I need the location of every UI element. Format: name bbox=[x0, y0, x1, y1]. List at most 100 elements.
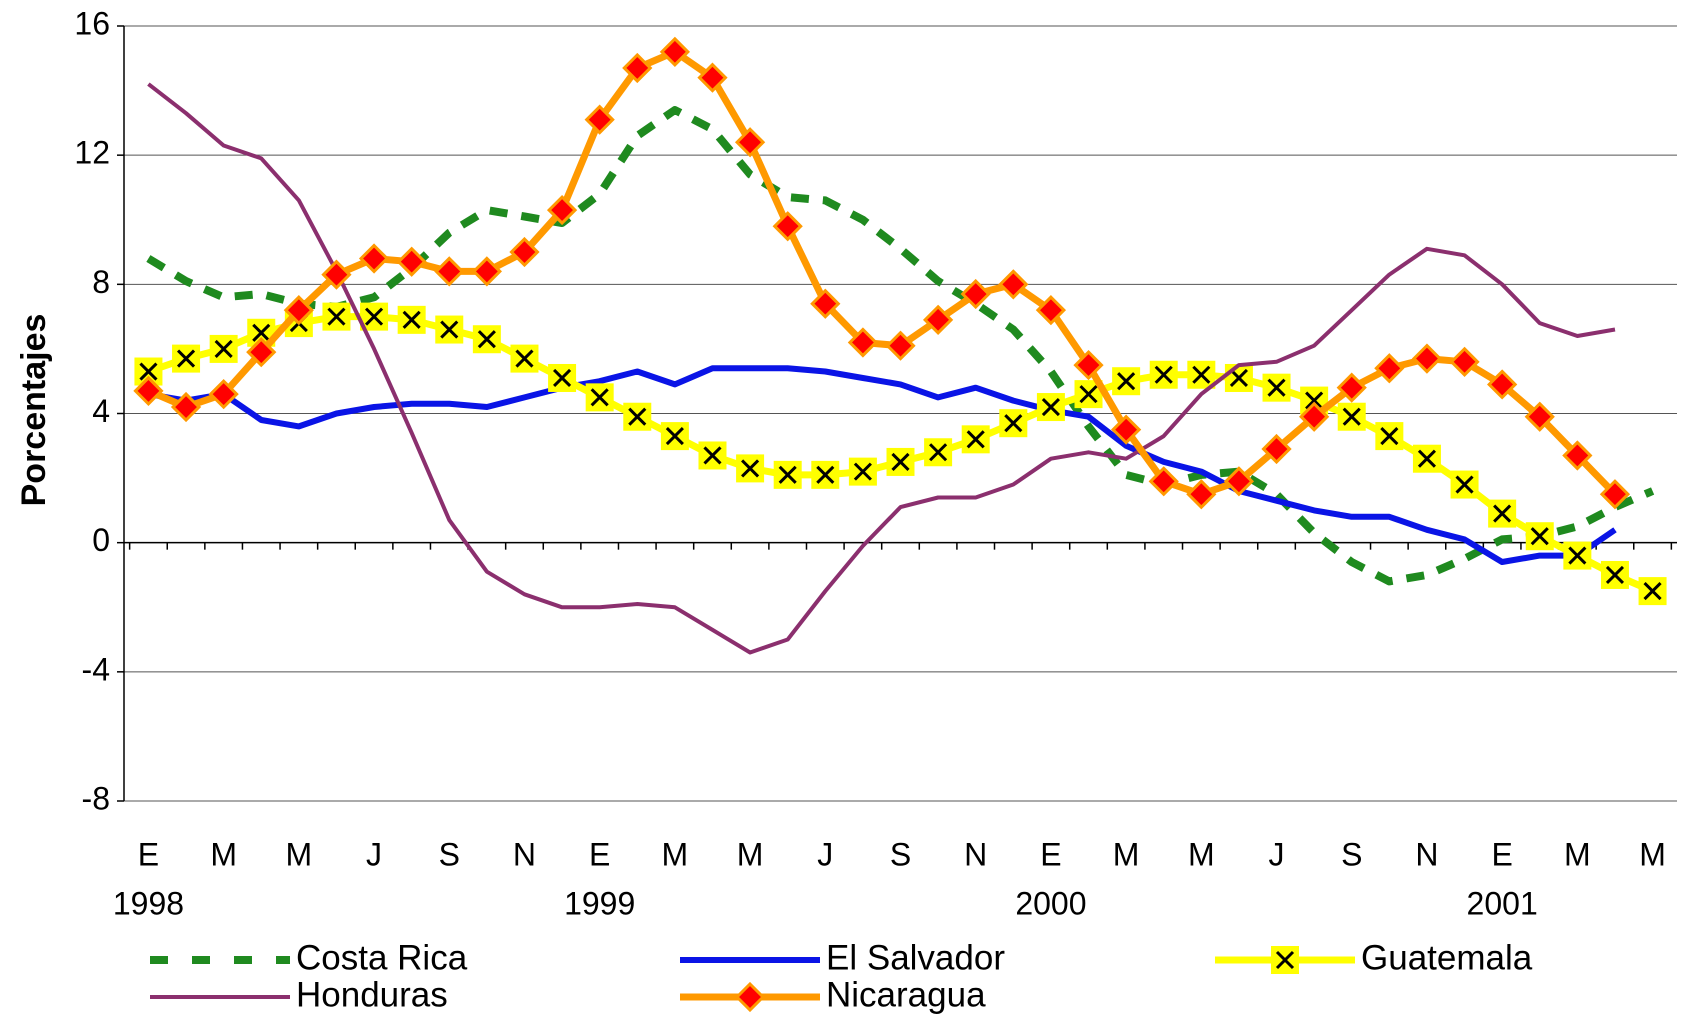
x-tick-label: M bbox=[1639, 836, 1666, 872]
legend-label: Guatemala bbox=[1361, 938, 1533, 977]
marker-x bbox=[1229, 368, 1248, 388]
marker-x bbox=[929, 443, 948, 462]
marker bbox=[773, 460, 802, 489]
marker bbox=[1112, 367, 1141, 396]
marker bbox=[961, 425, 990, 454]
marker bbox=[886, 447, 915, 476]
marker bbox=[1271, 946, 1299, 974]
marker-x bbox=[1192, 365, 1211, 384]
marker-x bbox=[628, 407, 647, 426]
marker bbox=[1412, 444, 1441, 473]
x-tick-label: E bbox=[1040, 836, 1061, 872]
x-tick-label: M bbox=[1113, 836, 1140, 872]
marker bbox=[246, 337, 277, 368]
marker-x bbox=[139, 362, 158, 381]
y-tick-label: 8 bbox=[92, 264, 110, 300]
marker bbox=[622, 52, 653, 84]
marker-x bbox=[816, 465, 835, 484]
y-tick-label: -4 bbox=[82, 651, 110, 687]
x-tick-label: N bbox=[964, 836, 987, 872]
series-line bbox=[147, 82, 1616, 655]
marker bbox=[1337, 402, 1366, 431]
marker bbox=[585, 383, 614, 412]
x-tick-label: J bbox=[817, 836, 833, 872]
marker bbox=[1638, 577, 1667, 606]
marker bbox=[134, 357, 163, 386]
marker-x bbox=[1004, 414, 1023, 433]
marker bbox=[999, 409, 1028, 438]
series bbox=[133, 36, 1631, 510]
series-line bbox=[147, 365, 1617, 565]
marker-x bbox=[327, 307, 346, 326]
legend-label: Costa Rica bbox=[296, 938, 468, 977]
y-tick-label: 0 bbox=[92, 522, 110, 558]
marker bbox=[734, 981, 766, 1013]
marker-x bbox=[1380, 427, 1399, 446]
marker bbox=[960, 278, 991, 310]
series bbox=[147, 365, 1617, 565]
marker bbox=[471, 256, 502, 287]
marker bbox=[998, 269, 1029, 300]
x-tick-label: M bbox=[286, 836, 313, 872]
marker bbox=[1036, 393, 1065, 422]
marker-x bbox=[1417, 449, 1437, 468]
marker-x bbox=[402, 310, 421, 329]
year-label: 1998 bbox=[113, 885, 184, 921]
marker bbox=[1411, 343, 1443, 374]
marker-x bbox=[1568, 546, 1587, 565]
marker-x bbox=[891, 452, 910, 471]
marker-x bbox=[1605, 565, 1625, 585]
x-tick-label: J bbox=[366, 836, 382, 872]
marker bbox=[623, 402, 652, 431]
marker-x bbox=[703, 446, 722, 465]
marker bbox=[1336, 372, 1367, 403]
year-label: 1999 bbox=[564, 885, 635, 921]
marker bbox=[1149, 360, 1178, 389]
marker bbox=[1223, 466, 1255, 497]
marker-x bbox=[665, 427, 684, 446]
marker bbox=[208, 379, 239, 410]
marker bbox=[1186, 479, 1217, 510]
series-line bbox=[146, 106, 1655, 586]
marker bbox=[1073, 349, 1104, 381]
marker bbox=[396, 246, 427, 277]
marker-x bbox=[1267, 378, 1286, 397]
marker-x bbox=[1275, 950, 1295, 970]
marker-x bbox=[590, 388, 609, 407]
marker bbox=[922, 304, 954, 335]
marker bbox=[1187, 360, 1216, 389]
marker-x bbox=[477, 330, 496, 349]
marker bbox=[1224, 363, 1253, 392]
marker bbox=[660, 422, 689, 451]
marker bbox=[509, 236, 540, 268]
marker bbox=[548, 363, 577, 392]
marker-x bbox=[1154, 365, 1173, 384]
marker bbox=[811, 460, 840, 489]
marker bbox=[1450, 470, 1479, 499]
marker bbox=[584, 104, 615, 135]
x-tick-label: E bbox=[1491, 836, 1512, 872]
marker-x bbox=[741, 459, 760, 478]
marker bbox=[1261, 433, 1292, 465]
legend-label: Nicaragua bbox=[826, 975, 986, 1014]
marker-x bbox=[1493, 504, 1512, 523]
marker bbox=[1262, 373, 1291, 402]
marker bbox=[510, 344, 539, 373]
marker bbox=[472, 325, 501, 354]
marker bbox=[1524, 401, 1555, 432]
marker bbox=[847, 327, 879, 358]
marker-x bbox=[778, 465, 797, 484]
marker bbox=[322, 302, 351, 331]
marker bbox=[1599, 479, 1631, 510]
marker-x bbox=[1455, 475, 1474, 494]
legend-label: Honduras bbox=[296, 975, 448, 1014]
x-tick-label: N bbox=[513, 836, 536, 872]
marker-x bbox=[252, 323, 271, 342]
marker bbox=[924, 438, 953, 467]
x-tick-label: N bbox=[1415, 836, 1438, 872]
marker bbox=[1563, 541, 1592, 570]
series-line bbox=[147, 48, 1618, 498]
x-tick-label: J bbox=[1269, 836, 1285, 872]
marker bbox=[1299, 401, 1330, 432]
